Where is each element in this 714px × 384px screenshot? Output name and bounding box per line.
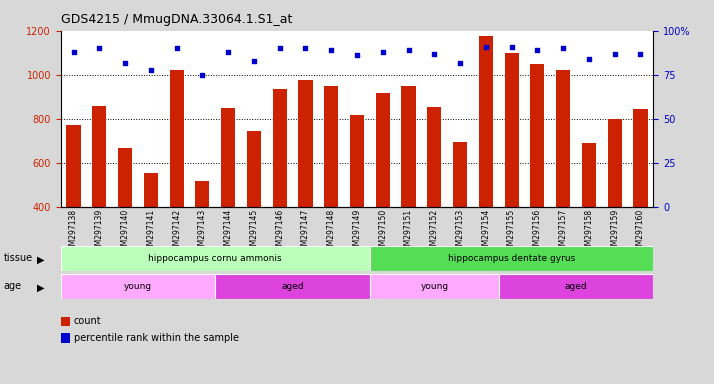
Bar bbox=[61, 246, 370, 271]
Text: young: young bbox=[421, 282, 448, 291]
Point bbox=[300, 45, 311, 51]
Bar bbox=[169, 70, 183, 207]
Bar bbox=[370, 246, 653, 271]
Bar bbox=[350, 114, 364, 207]
Text: young: young bbox=[124, 282, 152, 291]
Bar bbox=[376, 93, 390, 207]
Bar bbox=[247, 131, 261, 207]
Point bbox=[480, 43, 491, 50]
Text: aged: aged bbox=[281, 282, 304, 291]
Point bbox=[274, 45, 286, 51]
Point bbox=[428, 51, 440, 57]
Bar bbox=[196, 181, 209, 207]
Bar bbox=[144, 173, 158, 207]
Bar bbox=[453, 142, 467, 207]
Text: hippocampus dentate gyrus: hippocampus dentate gyrus bbox=[448, 254, 575, 263]
Point bbox=[223, 49, 234, 55]
Bar bbox=[324, 86, 338, 207]
Text: hippocampus cornu ammonis: hippocampus cornu ammonis bbox=[149, 254, 282, 263]
Point bbox=[609, 51, 620, 57]
Point bbox=[196, 72, 208, 78]
Text: tissue: tissue bbox=[4, 253, 33, 263]
Text: GDS4215 / MmugDNA.33064.1.S1_at: GDS4215 / MmugDNA.33064.1.S1_at bbox=[61, 13, 292, 26]
Bar bbox=[556, 70, 570, 207]
Text: percentile rank within the sample: percentile rank within the sample bbox=[74, 333, 238, 343]
Bar bbox=[298, 80, 313, 207]
Point bbox=[506, 43, 518, 50]
Point bbox=[583, 56, 595, 62]
Point bbox=[454, 60, 466, 66]
Point bbox=[248, 58, 260, 64]
Point bbox=[635, 51, 646, 57]
Text: ▶: ▶ bbox=[37, 283, 45, 293]
Bar bbox=[61, 274, 216, 299]
Bar bbox=[401, 86, 416, 207]
Point bbox=[558, 45, 569, 51]
Text: age: age bbox=[4, 281, 21, 291]
Bar bbox=[427, 107, 441, 207]
Bar bbox=[216, 274, 370, 299]
Point bbox=[403, 47, 414, 53]
Bar bbox=[118, 148, 132, 207]
Bar bbox=[221, 108, 235, 207]
Text: aged: aged bbox=[565, 282, 588, 291]
Point bbox=[119, 60, 131, 66]
Bar bbox=[505, 53, 518, 207]
Text: count: count bbox=[74, 316, 101, 326]
Bar bbox=[531, 64, 545, 207]
Point bbox=[351, 52, 363, 58]
Bar bbox=[479, 36, 493, 207]
Bar bbox=[608, 119, 622, 207]
Bar bbox=[498, 274, 653, 299]
Bar bbox=[92, 106, 106, 207]
Point bbox=[532, 47, 543, 53]
Point bbox=[171, 45, 182, 51]
Point bbox=[94, 45, 105, 51]
Point bbox=[326, 47, 337, 53]
Point bbox=[377, 49, 388, 55]
Bar bbox=[633, 109, 648, 207]
Bar bbox=[273, 89, 287, 207]
Bar bbox=[370, 274, 498, 299]
Bar bbox=[66, 124, 81, 207]
Bar bbox=[582, 143, 596, 207]
Point bbox=[68, 49, 79, 55]
Text: ▶: ▶ bbox=[37, 255, 45, 265]
Point bbox=[145, 66, 156, 73]
